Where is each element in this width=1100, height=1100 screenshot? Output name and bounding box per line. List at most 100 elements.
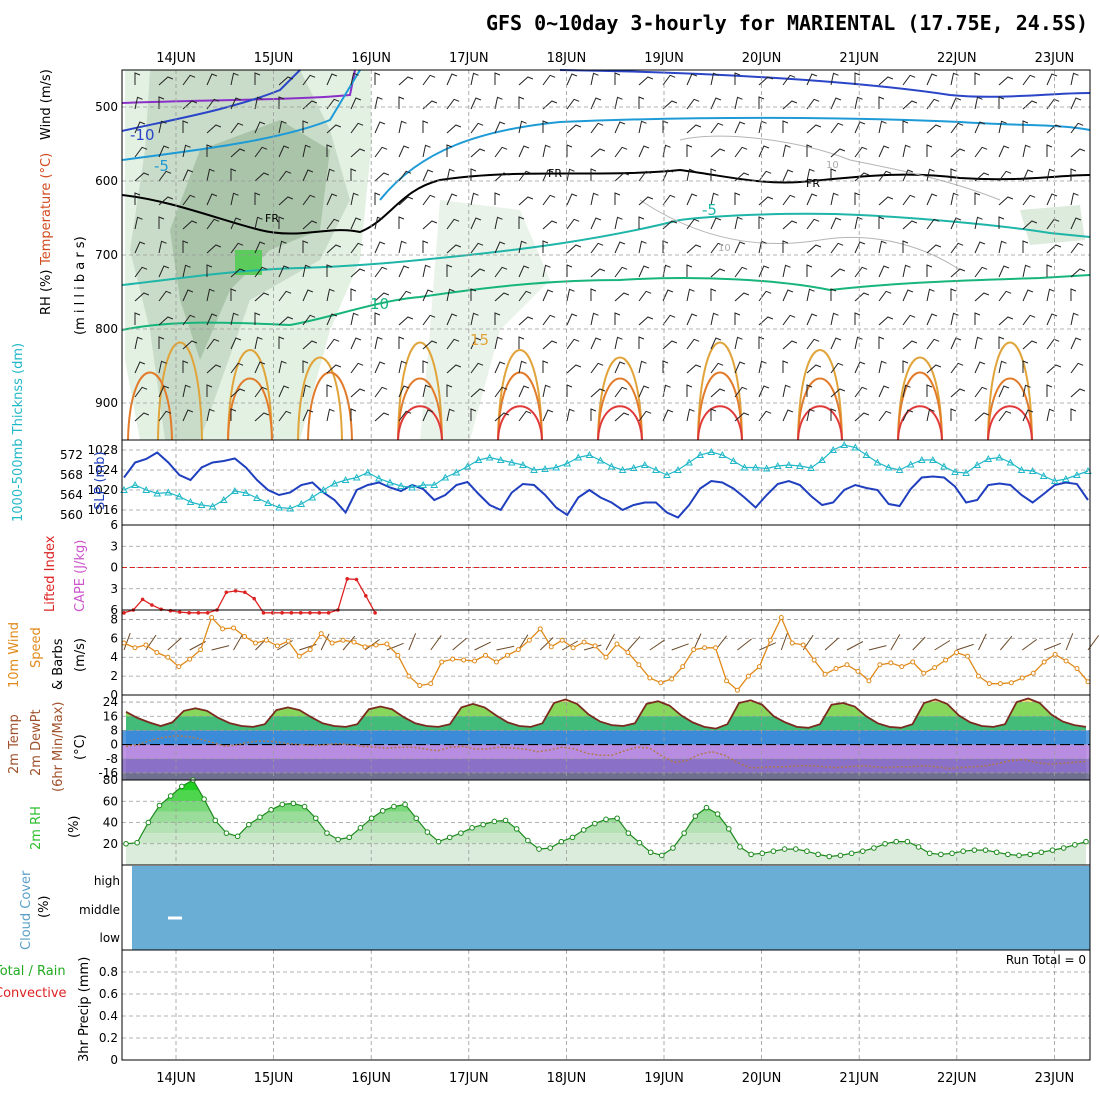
wind-barb <box>398 76 414 86</box>
rh-point <box>580 827 587 833</box>
wind-barb <box>926 168 935 182</box>
wind-barb <box>950 268 966 278</box>
lifted-index-point <box>289 611 294 615</box>
wind-barb <box>854 241 866 254</box>
precip-tick: 0 <box>110 1053 118 1067</box>
wind-barb <box>206 244 222 254</box>
wind-barb <box>494 412 510 422</box>
rh-point <box>848 850 855 857</box>
contour-20 <box>987 377 1033 441</box>
wind-barb <box>686 168 695 182</box>
thickness-point <box>485 453 494 461</box>
wind-barb <box>398 265 410 278</box>
wind-barb <box>590 242 604 254</box>
wind-barb <box>1046 313 1058 326</box>
lifted-index-point <box>205 611 210 615</box>
wind-barb <box>734 241 746 254</box>
wind-barb <box>182 144 191 158</box>
thickness-point <box>962 468 970 476</box>
wind-barb <box>614 146 628 158</box>
wind-barb <box>614 292 630 302</box>
rh-point <box>368 815 375 822</box>
wind-barb <box>758 410 772 422</box>
wind-barb <box>494 172 510 182</box>
rh-point <box>1072 842 1078 848</box>
wind-barb <box>518 265 530 278</box>
wind-barb <box>446 73 458 86</box>
thickness-point <box>430 480 439 488</box>
wind-barb <box>398 96 405 109</box>
wind-barb <box>878 290 892 302</box>
wind-10m-barb <box>605 633 615 651</box>
li-tick: 3 <box>110 539 118 553</box>
wind-barb <box>302 240 309 253</box>
wind-barb <box>854 192 861 205</box>
wind-barb <box>638 216 645 229</box>
wind-10m-barb <box>627 636 641 651</box>
wind-speed-point <box>778 615 784 621</box>
wind-barb <box>398 240 407 254</box>
wind-barb <box>1070 388 1086 398</box>
wind-barb <box>566 73 578 86</box>
precip-total-label: Total / Rain <box>0 964 66 979</box>
wind-barb <box>206 288 215 302</box>
thickness-point <box>275 503 283 511</box>
wind-barb <box>662 340 678 350</box>
contour-labels: -10 -5 FR FR FR -5 10 10 10 15 <box>130 126 839 349</box>
wind-barb <box>1022 360 1029 373</box>
rh-point <box>614 815 620 822</box>
wind-speed-point <box>625 650 631 655</box>
cloud-cover-field <box>132 866 1090 950</box>
thickness-point <box>740 463 749 471</box>
thickness-point <box>585 450 594 458</box>
wind-barb <box>710 268 726 278</box>
wind-barb <box>854 146 868 158</box>
wind-speed-point <box>745 673 751 679</box>
wind-barb <box>710 288 717 301</box>
rh-point <box>513 826 520 832</box>
wind-barb <box>470 408 477 421</box>
wind-10m-barb <box>671 643 689 651</box>
wind-10m-barb <box>999 635 1013 651</box>
wind-speed-point <box>537 626 543 632</box>
contour-label: 10 <box>826 160 839 171</box>
wind-barb <box>254 412 270 422</box>
wind-10m-barb <box>408 633 417 651</box>
wind-barb <box>590 97 602 110</box>
wind-barb <box>614 241 626 254</box>
wind-barb <box>374 216 383 230</box>
wind-barb <box>902 220 918 230</box>
wind-speed-point <box>263 637 269 643</box>
wind-barb <box>686 144 693 157</box>
wind-barb <box>926 193 938 206</box>
wind-speed-point <box>943 657 949 663</box>
rh-point <box>926 850 933 857</box>
wind-barb <box>566 244 582 254</box>
thickness-point <box>264 498 272 506</box>
millibars-axis-label: (m i l l i b a r s) <box>73 236 88 335</box>
wind-barb <box>182 169 194 182</box>
wind-barb <box>1022 74 1036 86</box>
wind-barb <box>518 120 527 134</box>
wind-10m-barb <box>517 634 529 651</box>
wind-barb <box>158 196 174 206</box>
rh-shade-core <box>235 250 262 275</box>
wind-speed-point <box>800 642 806 648</box>
wind-barb <box>782 194 796 206</box>
rh-point <box>1038 849 1045 856</box>
pressure-tick: 800 <box>95 322 118 336</box>
rh-point <box>502 817 509 824</box>
wind-barb <box>302 409 314 422</box>
thickness-tick: 564 <box>60 488 83 502</box>
wind-speed-point <box>285 638 291 644</box>
wind-barb <box>494 121 506 134</box>
wind-barb <box>158 96 165 109</box>
lifted-index-point <box>168 608 173 613</box>
date-label-top: 17JUN <box>449 51 489 66</box>
wind-barb <box>1046 168 1055 182</box>
rh-point <box>659 852 665 859</box>
wind-speed-point <box>406 673 412 679</box>
wind-barb <box>422 194 436 206</box>
thickness-point <box>1017 465 1026 473</box>
